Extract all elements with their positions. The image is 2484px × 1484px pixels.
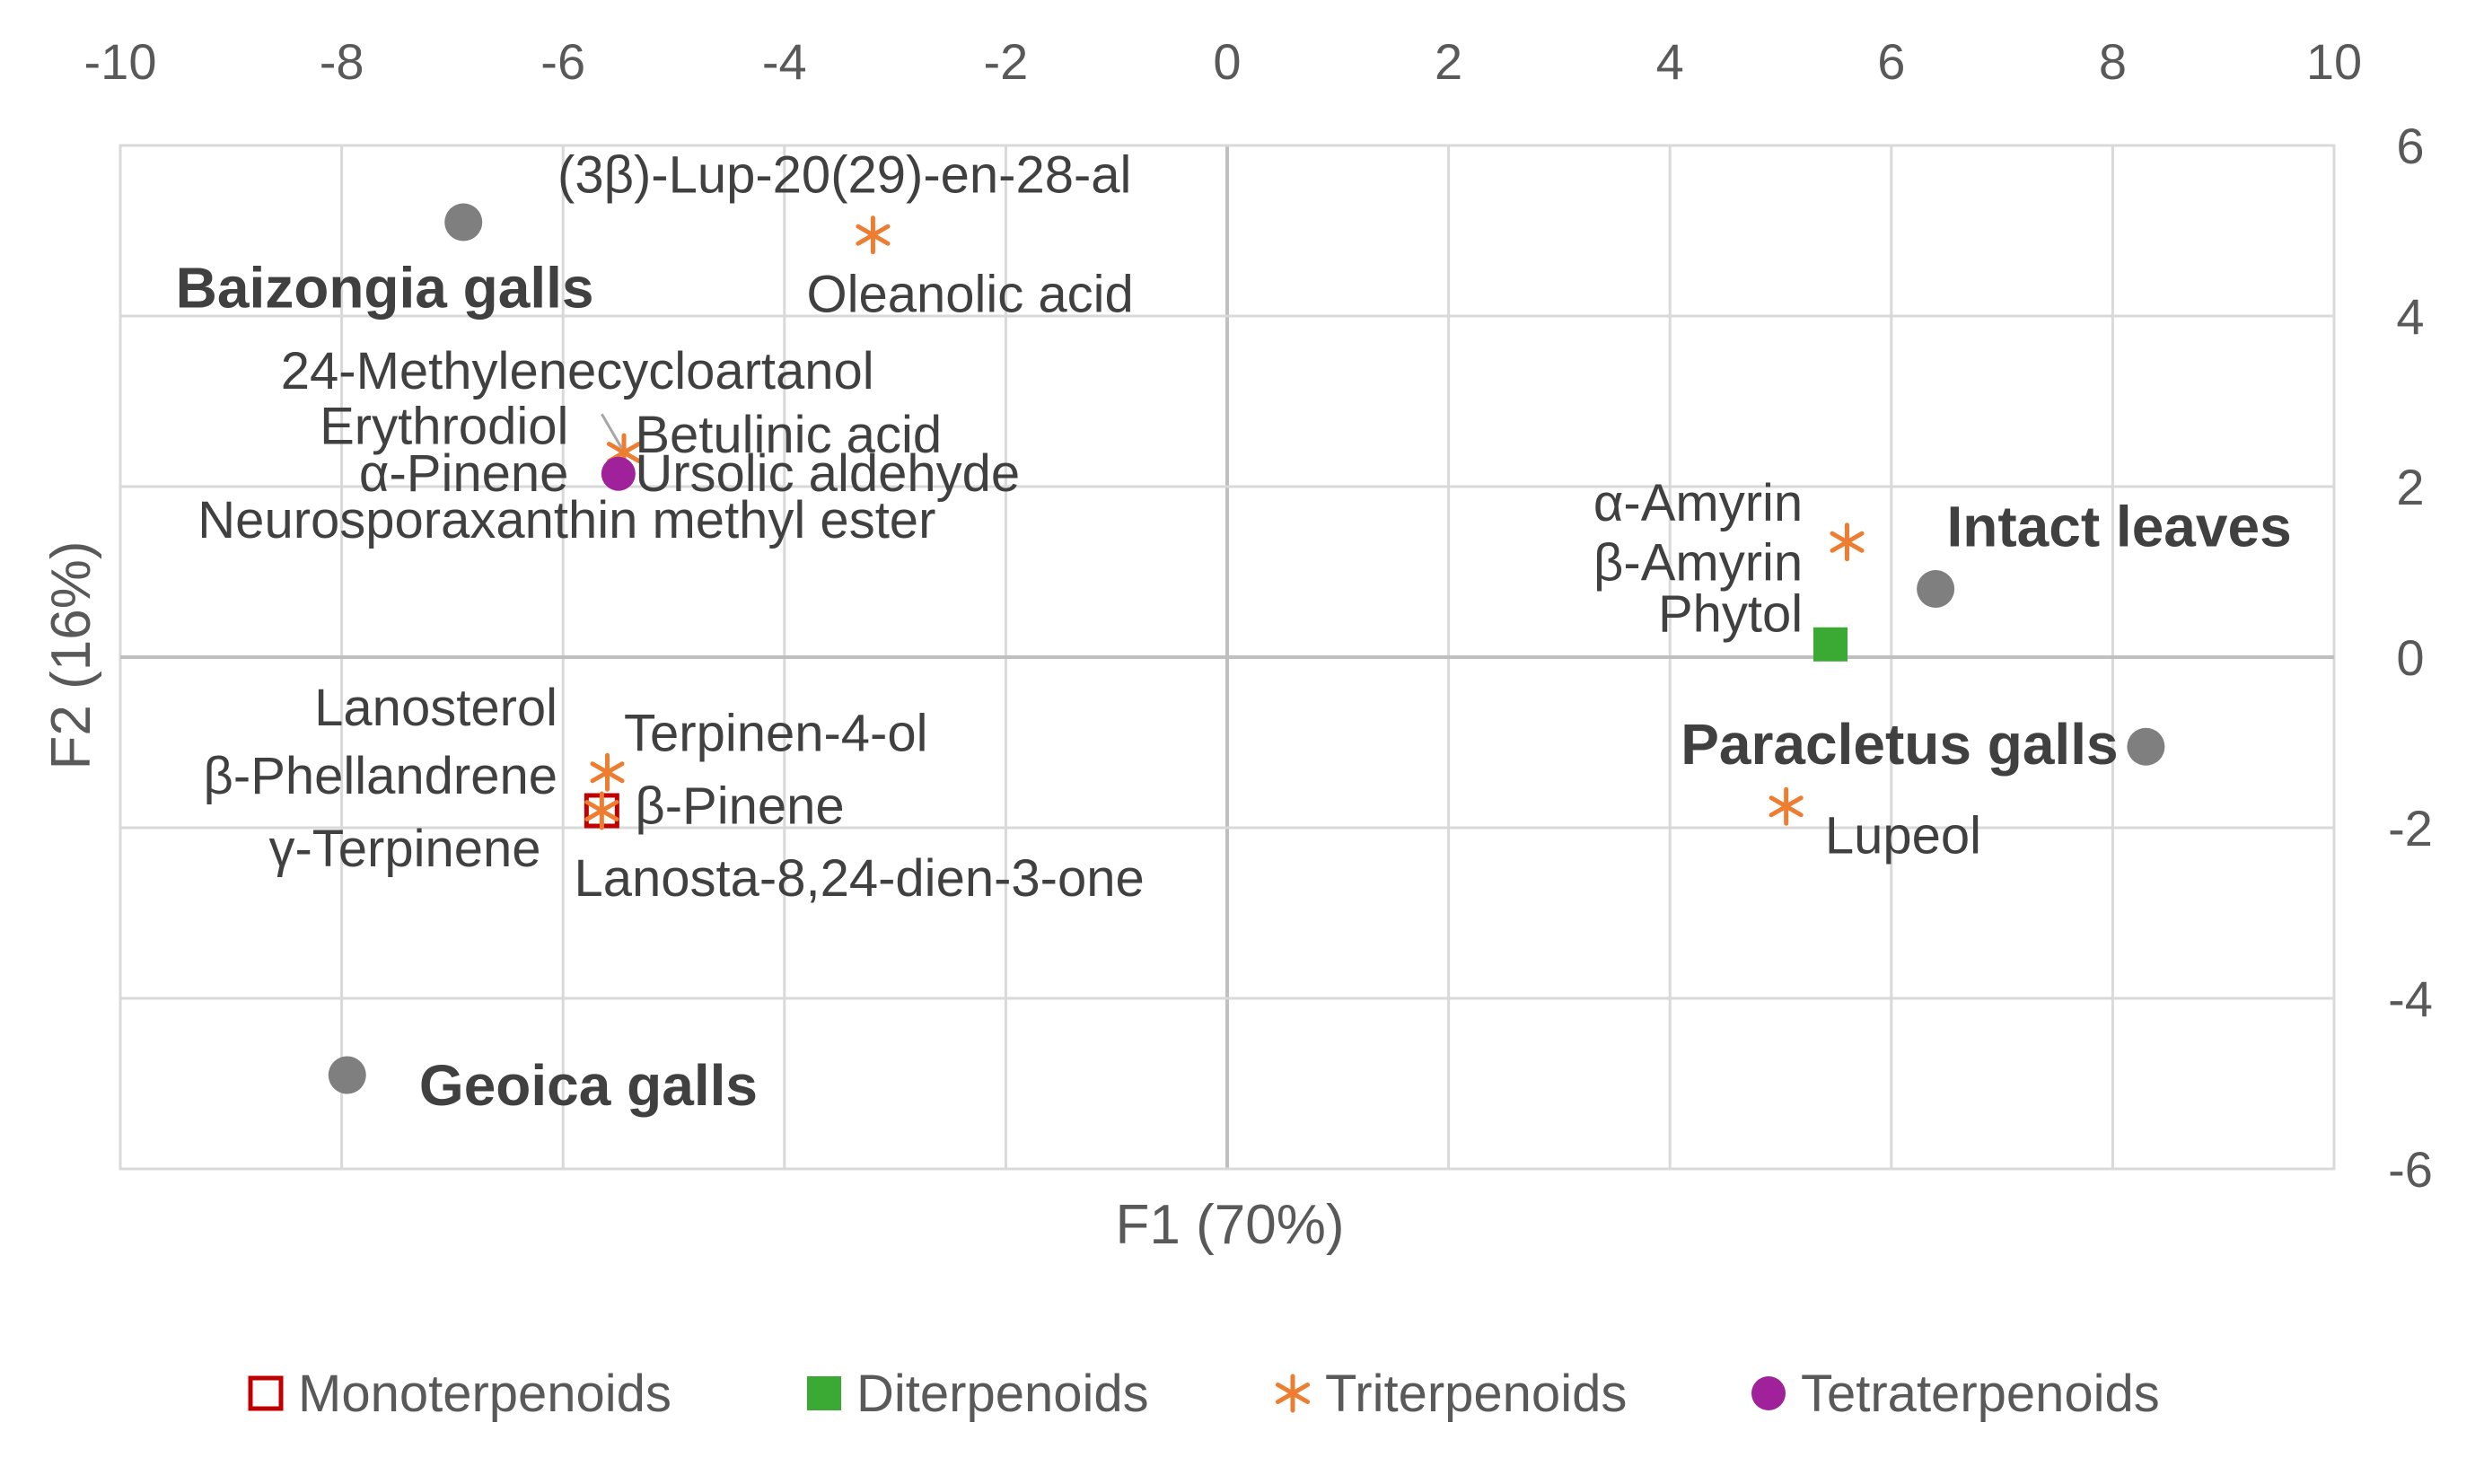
sample-point — [328, 1056, 366, 1094]
grid-layer — [118, 144, 2336, 1171]
y-tick-label: 2 — [2396, 459, 2424, 515]
y-axis-title: F2 (16%) — [40, 541, 102, 770]
label-layer: (3β)-Lup-20(29)-en-28-al Oleanolic acid 24… — [176, 145, 2292, 1118]
sample-point — [444, 203, 483, 241]
legend-marker — [248, 1375, 284, 1411]
compound-label: Oleanolic acid — [806, 265, 1133, 323]
x-tick-label: 4 — [1656, 33, 1684, 90]
compound-label: α-Amyrin — [1593, 474, 1803, 532]
asterisk-stroke — [856, 224, 891, 246]
legend-label: Triterpenoids — [1325, 1365, 1627, 1423]
series-point-triterpenoids — [584, 791, 619, 830]
compound-label: α-Pinene — [359, 444, 568, 503]
legend-label: Tetraterpenoids — [1801, 1365, 2160, 1423]
y-tick-label: -6 — [2388, 1141, 2433, 1198]
y-tick-label: -2 — [2388, 800, 2433, 856]
compound-label: Terpinen-4-ol — [624, 705, 928, 763]
x-tick-label: 8 — [2099, 33, 2127, 90]
asterisk-stroke — [1830, 531, 1865, 553]
compound-label: Erythrodiol — [320, 398, 568, 456]
y-tick-label: 4 — [2396, 288, 2424, 345]
sample-point — [1917, 570, 1955, 608]
sample-label: Geoica galls — [419, 1053, 758, 1118]
sample-label: Baizongia galls — [176, 256, 594, 321]
compound-label: Lanosta-8,24-dien-3-one — [575, 849, 1145, 908]
asterisk-stroke — [584, 800, 619, 821]
sample-label: Intact leaves — [1946, 495, 2291, 559]
compound-label: β-Phellandrene — [204, 747, 558, 805]
asterisk-stroke — [1275, 1383, 1311, 1404]
x-tick-label: -8 — [320, 33, 364, 90]
compound-label: Lupeol — [1825, 807, 1981, 865]
series-point-triterpenoids — [590, 752, 625, 792]
x-tick-label: -6 — [540, 33, 585, 90]
sample-point — [2127, 727, 2165, 766]
compound-label: β-Amyrin — [1593, 534, 1803, 593]
legend-marker — [1275, 1374, 1311, 1413]
legend-label: Monoterpenoids — [298, 1365, 671, 1423]
compound-label: Betulinic acid — [635, 406, 942, 464]
x-tick-label: 2 — [1435, 33, 1462, 90]
axis-layer: -10 -8 -6 -4 -2 0 2 4 6 8 10 -6 -4 -2 0 2 4 6 — [84, 33, 2433, 1198]
asterisk-stroke — [1769, 795, 1804, 818]
x-tick-label: -10 — [84, 33, 157, 90]
marker-layer — [328, 203, 2165, 1094]
x-tick-label: 0 — [1213, 33, 1241, 90]
x-tick-label: 6 — [1877, 33, 1905, 90]
y-tick-label: -4 — [2388, 970, 2433, 1027]
sample-label: Paracletus galls — [1681, 712, 2118, 777]
series-point-triterpenoids — [856, 215, 891, 255]
x-tick-label: 10 — [2306, 33, 2362, 90]
x-axis-title: F1 (70%) — [1116, 1194, 1345, 1256]
compound-label: Phytol — [1658, 585, 1803, 644]
series-point-triterpenoids — [1830, 522, 1865, 562]
legend-marker — [1751, 1376, 1786, 1410]
series-point-tetraterpenoids — [601, 456, 636, 491]
legend-marker — [807, 1376, 841, 1410]
legend-label: Diterpenoids — [856, 1365, 1149, 1423]
compound-label: Lanosterol — [314, 679, 557, 737]
x-tick-label: -4 — [762, 33, 807, 90]
compound-label: (3β)-Lup-20(29)-en-28-al — [557, 145, 1131, 204]
compound-label: 24-Methylenecycloartanol — [281, 342, 874, 400]
compound-label: γ-Terpinene — [268, 820, 540, 878]
legend: Monoterpenoids Diterpenoids Triterpenoids T… — [248, 1365, 2160, 1423]
compound-label: β-Pinene — [635, 777, 844, 835]
asterisk-stroke — [590, 761, 625, 784]
series-point-triterpenoids — [1769, 786, 1804, 826]
compound-label: Neurosporaxanthin methyl ester — [197, 491, 935, 549]
x-tick-label: -2 — [984, 33, 1029, 90]
y-tick-label: 6 — [2396, 118, 2424, 174]
compound-label: Ursolic aldehyde — [635, 444, 1020, 503]
y-tick-label: 0 — [2396, 629, 2424, 686]
annotation-leader-line — [601, 413, 623, 450]
series-point-diterpenoids — [1813, 627, 1848, 662]
